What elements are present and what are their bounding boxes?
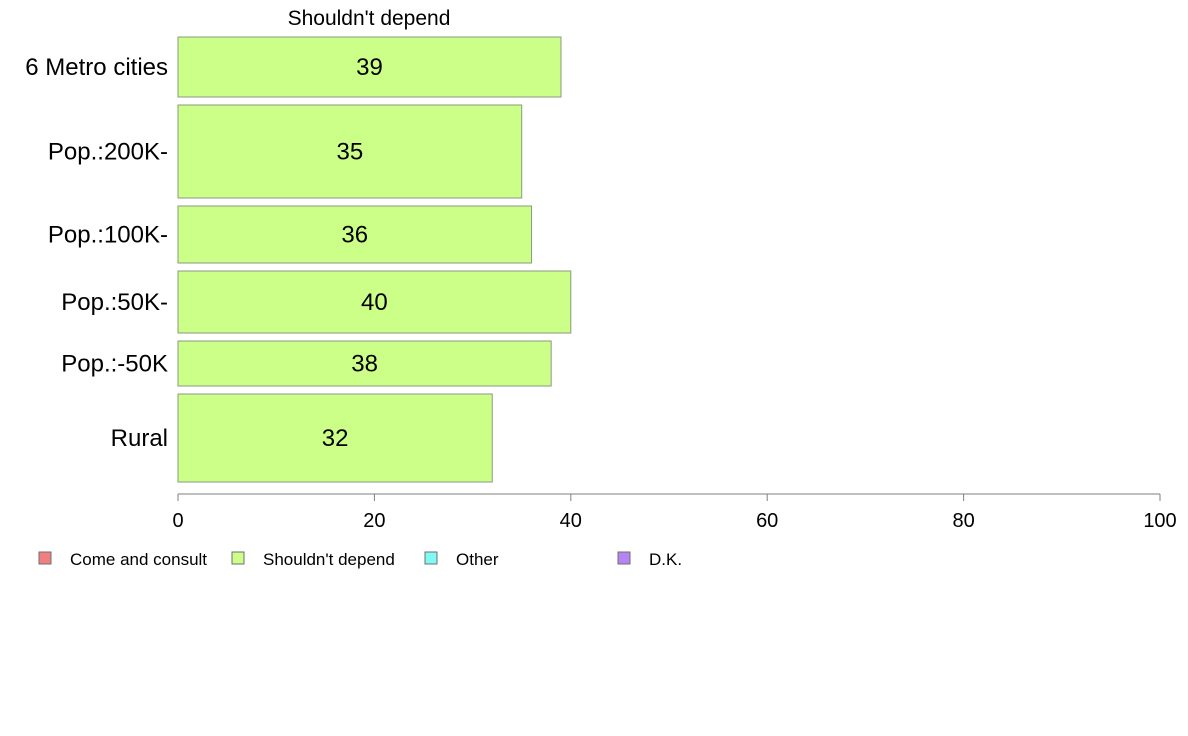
category-label: Pop.:200K- bbox=[48, 139, 168, 166]
x-tick-label: 40 bbox=[560, 510, 582, 532]
legend: Come and consult Shouldn't depend Other D.K… bbox=[38, 550, 682, 569]
legend-label: Other bbox=[456, 550, 499, 569]
legend-label: Shouldn't depend bbox=[263, 550, 395, 569]
bar bbox=[177, 36, 562, 98]
bar bbox=[177, 270, 572, 334]
data-label: 39 bbox=[356, 54, 383, 81]
x-tick-label: 100 bbox=[1143, 510, 1176, 532]
chart-title: Shouldn't depend bbox=[288, 7, 451, 30]
data-label: 36 bbox=[341, 222, 368, 249]
x-tick-label: 80 bbox=[952, 510, 974, 532]
bar bbox=[177, 205, 533, 264]
category-label: Pop.:-50K bbox=[61, 351, 168, 378]
legend-label: D.K. bbox=[649, 550, 682, 569]
legend-swatch bbox=[617, 551, 631, 565]
x-tick-label: 0 bbox=[172, 510, 183, 532]
category-label: Pop.:50K- bbox=[61, 289, 168, 316]
x-tick-label: 60 bbox=[756, 510, 778, 532]
legend-swatch bbox=[231, 551, 245, 565]
legend-swatch bbox=[38, 551, 52, 565]
data-label: 35 bbox=[336, 139, 363, 166]
category-label: Rural bbox=[111, 425, 168, 452]
x-tick-label: 20 bbox=[363, 510, 385, 532]
data-label: 38 bbox=[351, 351, 378, 378]
bar bbox=[177, 104, 523, 199]
category-label: Pop.:100K- bbox=[48, 222, 168, 249]
legend-swatch bbox=[424, 551, 438, 565]
x-axis: 0 20 40 60 80 100 bbox=[172, 493, 1177, 532]
bar bbox=[177, 340, 552, 387]
data-label: 40 bbox=[361, 289, 388, 316]
data-label: 32 bbox=[322, 425, 349, 452]
bars-layer: 39 6 Metro cities 35 Pop.:200K- 36 Pop.:100K-… bbox=[25, 36, 572, 483]
bar bbox=[177, 393, 493, 483]
legend-label: Come and consult bbox=[70, 550, 207, 569]
category-label: 6 Metro cities bbox=[25, 54, 168, 81]
